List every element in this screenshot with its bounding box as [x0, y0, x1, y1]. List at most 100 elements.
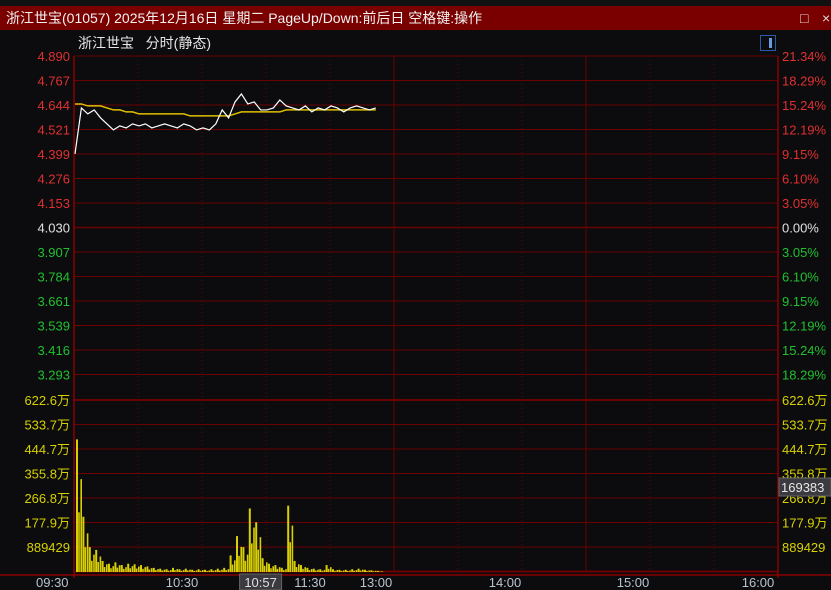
volume-bar	[248, 508, 251, 572]
volume-label-right: 177.9万	[782, 516, 828, 531]
volume-bar	[112, 566, 114, 572]
time-label: 10:30	[166, 575, 199, 590]
volume-bar	[88, 547, 91, 572]
volume-bar	[167, 570, 170, 572]
volume-bar	[236, 536, 238, 572]
volume-bar	[349, 570, 351, 572]
time-label: 11:30	[294, 575, 326, 590]
maximize-icon[interactable]: □	[800, 10, 809, 26]
volume-bar	[189, 569, 191, 572]
volume-bar	[78, 512, 80, 572]
volume-bar	[327, 568, 330, 572]
volume-bar	[351, 569, 354, 572]
window-title: 浙江世宝(01057) 2025年12月16日 星期二 PageUp/Down:…	[6, 10, 483, 26]
volume-bar	[187, 570, 189, 572]
volume-bar	[298, 564, 300, 572]
volume-bar	[84, 547, 87, 572]
volume-bar	[116, 567, 119, 572]
volume-bar	[227, 569, 230, 572]
volume-bar	[253, 527, 255, 572]
volume-bar	[287, 505, 290, 572]
price-label: 3.293	[37, 368, 70, 383]
volume-bar	[180, 570, 183, 572]
volume-bar	[110, 568, 112, 572]
cursor-volume-box	[778, 477, 831, 497]
volume-bar	[225, 570, 227, 572]
volume-bar	[255, 522, 258, 572]
volume-bar	[99, 556, 102, 572]
volume-bar	[161, 570, 163, 572]
volume-bar	[359, 570, 362, 572]
volume-bar	[206, 571, 208, 572]
percent-label: 15.24%	[782, 343, 827, 358]
chart-header: 浙江世宝 分时(静态)	[78, 33, 211, 53]
volume-bar	[251, 543, 253, 572]
volume-bar	[257, 549, 259, 572]
price-label: 3.416	[37, 343, 70, 358]
volume-bar	[234, 560, 236, 572]
volume-bar	[95, 549, 98, 572]
volume-bar	[159, 568, 162, 572]
volume-bar	[283, 570, 285, 572]
volume-bar	[193, 571, 195, 572]
volume-bar	[195, 570, 198, 572]
volume-bar	[293, 560, 296, 572]
volume-bar	[120, 565, 123, 572]
volume-bar	[353, 570, 355, 572]
volume-bar	[219, 570, 221, 572]
volume-bar	[152, 567, 155, 572]
time-label: 13:00	[360, 575, 393, 590]
percent-label: 15.24%	[782, 98, 827, 113]
volume-bar	[163, 569, 166, 572]
volume-bar	[150, 568, 153, 572]
volume-bar	[197, 569, 200, 572]
volume-bar	[184, 568, 187, 572]
close-icon[interactable]: ×	[822, 10, 831, 26]
volume-bar	[330, 567, 332, 572]
volume-bar	[370, 570, 373, 572]
volume-bar	[221, 569, 223, 572]
volume-bar	[114, 562, 117, 572]
volume-bar	[131, 566, 134, 572]
time-label: 15:00	[617, 575, 650, 590]
volume-bar	[280, 567, 283, 572]
volume-bar	[135, 568, 138, 572]
volume-bar	[338, 569, 341, 572]
volume-bar	[118, 565, 121, 572]
volume-bar	[344, 569, 347, 572]
volume-bar	[374, 570, 377, 572]
percent-label: 18.29%	[782, 368, 827, 383]
price-line	[74, 92, 376, 154]
volume-bar	[199, 570, 202, 572]
time-label: 14:00	[489, 575, 522, 590]
volume-bar	[176, 569, 178, 572]
volume-bar	[178, 569, 181, 572]
volume-label-right: 533.7万	[782, 418, 828, 433]
volume-label-right: 444.7万	[782, 442, 828, 457]
price-label: 4.890	[37, 49, 70, 64]
volume-bar	[170, 570, 172, 572]
volume-bar	[355, 570, 358, 572]
volume-bar	[325, 565, 328, 572]
volume-bar	[93, 554, 95, 572]
volume-bar	[146, 566, 149, 572]
price-label: 4.276	[37, 172, 70, 187]
volume-bar	[259, 537, 262, 572]
volume-bar	[174, 570, 176, 572]
percent-label: 9.15%	[782, 294, 819, 309]
volume-label: 533.7万	[24, 418, 70, 433]
title-bar: 浙江世宝(01057) 2025年12月16日 星期二 PageUp/Down:…	[0, 6, 831, 30]
volume-bar	[244, 560, 247, 572]
stock-name: 浙江世宝	[78, 35, 134, 51]
volume-bar	[310, 569, 313, 572]
price-label: 4.030	[37, 221, 70, 236]
volume-bar	[123, 568, 125, 572]
chart-mode: 分时(静态)	[145, 35, 211, 51]
volume-bar	[270, 568, 272, 572]
volume-bar	[289, 542, 291, 572]
price-label: 4.153	[37, 196, 70, 211]
volume-bar	[140, 565, 142, 572]
panel-toggle-icon[interactable]	[760, 35, 776, 51]
volume-bar	[108, 563, 110, 572]
